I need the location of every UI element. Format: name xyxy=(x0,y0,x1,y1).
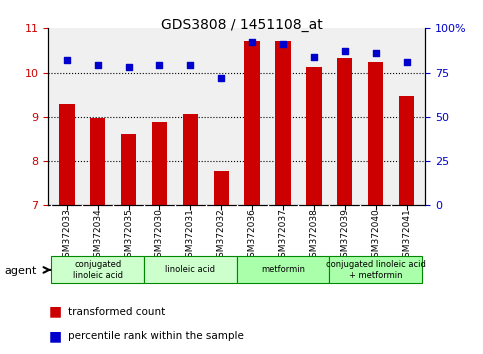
Text: GSM372038: GSM372038 xyxy=(310,208,318,263)
Point xyxy=(125,64,132,70)
Bar xyxy=(368,62,384,205)
Text: transformed count: transformed count xyxy=(68,307,165,316)
Bar xyxy=(90,118,105,205)
Bar xyxy=(59,104,74,205)
Text: GSM372031: GSM372031 xyxy=(186,208,195,263)
Point xyxy=(156,63,163,68)
Text: GSM372035: GSM372035 xyxy=(124,208,133,263)
Point xyxy=(94,63,101,68)
Text: GSM372040: GSM372040 xyxy=(371,208,380,263)
Text: GSM372036: GSM372036 xyxy=(248,208,256,263)
Text: conjugated
linoleic acid: conjugated linoleic acid xyxy=(73,260,123,280)
Text: GSM372033: GSM372033 xyxy=(62,208,71,263)
Point xyxy=(403,59,411,65)
Point xyxy=(279,41,287,47)
Bar xyxy=(275,41,291,205)
Point xyxy=(341,48,349,54)
Text: ■: ■ xyxy=(48,304,61,319)
Text: metformin: metformin xyxy=(261,266,305,274)
Text: agent: agent xyxy=(5,266,37,276)
Bar xyxy=(213,171,229,205)
Point xyxy=(310,54,318,59)
FancyBboxPatch shape xyxy=(237,256,329,284)
Point xyxy=(248,40,256,45)
Text: GSM372030: GSM372030 xyxy=(155,208,164,263)
Bar xyxy=(337,58,353,205)
FancyBboxPatch shape xyxy=(51,256,144,284)
Text: GDS3808 / 1451108_at: GDS3808 / 1451108_at xyxy=(161,18,322,32)
FancyBboxPatch shape xyxy=(329,256,422,284)
Point xyxy=(372,50,380,56)
Text: GSM372034: GSM372034 xyxy=(93,208,102,263)
Bar xyxy=(306,67,322,205)
Bar xyxy=(183,114,198,205)
Text: linoleic acid: linoleic acid xyxy=(165,266,215,274)
Bar xyxy=(399,96,414,205)
Text: GSM372037: GSM372037 xyxy=(279,208,287,263)
Text: GSM372041: GSM372041 xyxy=(402,208,411,263)
Bar xyxy=(152,122,167,205)
Text: ■: ■ xyxy=(48,329,61,343)
Text: percentile rank within the sample: percentile rank within the sample xyxy=(68,331,243,341)
Text: GSM372032: GSM372032 xyxy=(217,208,226,263)
Text: conjugated linoleic acid
+ metformin: conjugated linoleic acid + metformin xyxy=(326,260,426,280)
Point xyxy=(186,63,194,68)
Point xyxy=(63,57,71,63)
Point xyxy=(217,75,225,81)
Text: GSM372039: GSM372039 xyxy=(340,208,349,263)
FancyBboxPatch shape xyxy=(144,256,237,284)
Bar xyxy=(244,41,260,205)
Bar xyxy=(121,134,136,205)
